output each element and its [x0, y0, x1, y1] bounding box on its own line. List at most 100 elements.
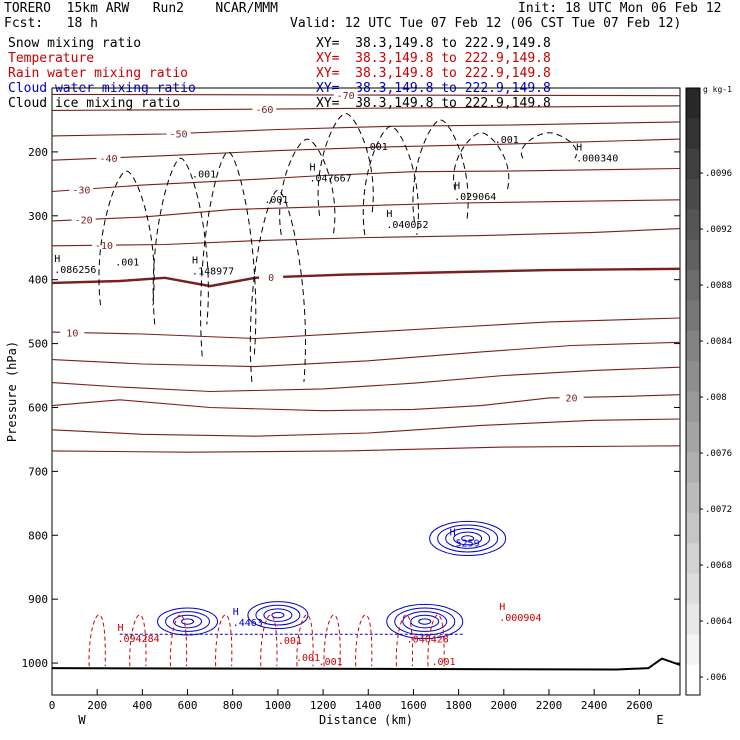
cloud-water-contour [429, 520, 507, 557]
colorbar-segment [686, 482, 700, 514]
extremum-marker: H [233, 607, 239, 618]
plot-frame [51, 87, 681, 696]
field-name: Rain water mixing ratio [8, 66, 189, 81]
extremum-marker: H [386, 209, 392, 220]
extremum-marker: H [54, 254, 60, 265]
isotherm-label: -60 [255, 105, 273, 116]
extremum-marker: H [499, 602, 505, 613]
x-tick-label: 600 [178, 699, 198, 712]
ice-contour [453, 132, 510, 191]
extremum-marker: H [450, 527, 456, 538]
extremum-value: .086256 [54, 265, 96, 276]
cloud-water-contour [165, 611, 211, 632]
extremum-marker: .001 [432, 657, 456, 668]
extremum-marker: H [118, 623, 124, 634]
field-name: Temperature [8, 51, 95, 66]
colorbar-tick-label: .0072 [705, 505, 732, 515]
x-tick-label: 2400 [581, 699, 608, 712]
extremum-marker: H [454, 181, 460, 192]
cloud-water-contour [271, 611, 285, 619]
extremum-value: .5259 [450, 538, 480, 549]
rain-contour [355, 614, 373, 667]
header-line2-right: Valid: 12 UTC Tue 07 Feb 12 (06 CST Tue … [290, 16, 682, 31]
rain-contour [427, 614, 445, 667]
extremum-marker: .001 [495, 135, 519, 146]
colorbar-tick-label: .0064 [705, 617, 732, 627]
colorbar-segment [686, 118, 700, 150]
isotherm-line [51, 228, 681, 247]
extremum-value: .029064 [454, 192, 496, 203]
field-xy: XY= 38.3,149.8 to 222.9,149.8 [316, 36, 551, 51]
extremum-marker: .001 [296, 653, 320, 664]
isotherm-line [51, 394, 681, 412]
x-tick-label: 2600 [626, 699, 653, 712]
isotherm-label: 10 [66, 329, 78, 340]
isotherm-line [51, 199, 681, 222]
cloud-water-contour [394, 607, 456, 636]
rain-contour [296, 614, 314, 667]
field-name: Cloud ice mixing ratio [8, 96, 181, 111]
ice-contour [279, 138, 336, 236]
isotherm-line [51, 121, 681, 137]
colorbar-segment [686, 270, 700, 301]
ice-contour [362, 125, 419, 236]
header-line2-left: Fcst: 18 h [4, 16, 98, 31]
extremum-marker: .001 [264, 195, 288, 206]
extremum-value: .047667 [310, 173, 352, 184]
extremum-value: .4463 [233, 618, 263, 629]
field-name: Snow mixing ratio [8, 36, 142, 51]
extremum-marker: .001 [192, 169, 216, 180]
isotherm-line [51, 341, 681, 368]
colorbar-segment [686, 361, 700, 392]
rain-contour [169, 614, 188, 667]
y-tick-label: 1000 [22, 657, 49, 670]
y-tick-label: 800 [28, 529, 48, 542]
header-line1-left: TORERO 15km ARW Run2 NCAR/MMM [4, 1, 278, 16]
ice-contour [152, 157, 209, 325]
isotherm-line [51, 366, 681, 393]
extremum-value: .040052 [386, 220, 428, 231]
isotherm-label: -50 [169, 129, 187, 140]
ice-contour [249, 189, 307, 382]
isotherm-line [51, 93, 681, 97]
colorbar-tick-label: .0096 [705, 169, 732, 179]
colorbar-frame [685, 87, 701, 696]
x-tick-label: 400 [132, 699, 152, 712]
y-tick-label: 900 [28, 593, 48, 606]
isotherm-label-bg [333, 88, 358, 100]
extremum-marker: .046428 [407, 635, 449, 646]
ice-contour [412, 119, 469, 223]
header-line1-right: Init: 18 UTC Mon 06 Feb 12 [518, 1, 722, 16]
isotherm-label-bg [96, 151, 121, 163]
isotherm-line [51, 445, 681, 453]
x-tick-label: 200 [87, 699, 107, 712]
isotherm-label: -20 [75, 216, 93, 227]
cloud-water-contour [437, 524, 499, 553]
extremum-marker: H [192, 256, 198, 267]
rain-contour [129, 614, 147, 667]
isotherm-label-bg [71, 213, 96, 225]
colorbar-segment [686, 330, 700, 362]
cloud-water-contour [461, 535, 475, 542]
x-tick-label: 800 [223, 699, 243, 712]
colorbar-tick-label: .0068 [705, 561, 732, 571]
y-tick-label: 500 [28, 338, 48, 351]
colorbar-segment [686, 573, 700, 605]
ice-contour [98, 170, 155, 306]
extremum-marker: .001 [278, 636, 302, 647]
y-tick-label: 300 [28, 210, 48, 223]
y-axis-title: Pressure (hPa) [5, 341, 19, 442]
ice-contour [317, 113, 374, 216]
extremum-value: .148977 [192, 267, 234, 278]
rain-contour [88, 614, 106, 667]
isotherm-line [51, 317, 681, 340]
colorbar-segment [686, 664, 700, 696]
extremum-marker: .001 [364, 142, 388, 153]
x-tick-label: 1800 [445, 699, 472, 712]
x-tick-label: 2200 [536, 699, 563, 712]
rain-contour [215, 614, 233, 667]
isotherm-line [51, 105, 681, 111]
colorbar-tick-label: .0084 [705, 337, 732, 347]
isotherm-label-bg [69, 183, 94, 195]
